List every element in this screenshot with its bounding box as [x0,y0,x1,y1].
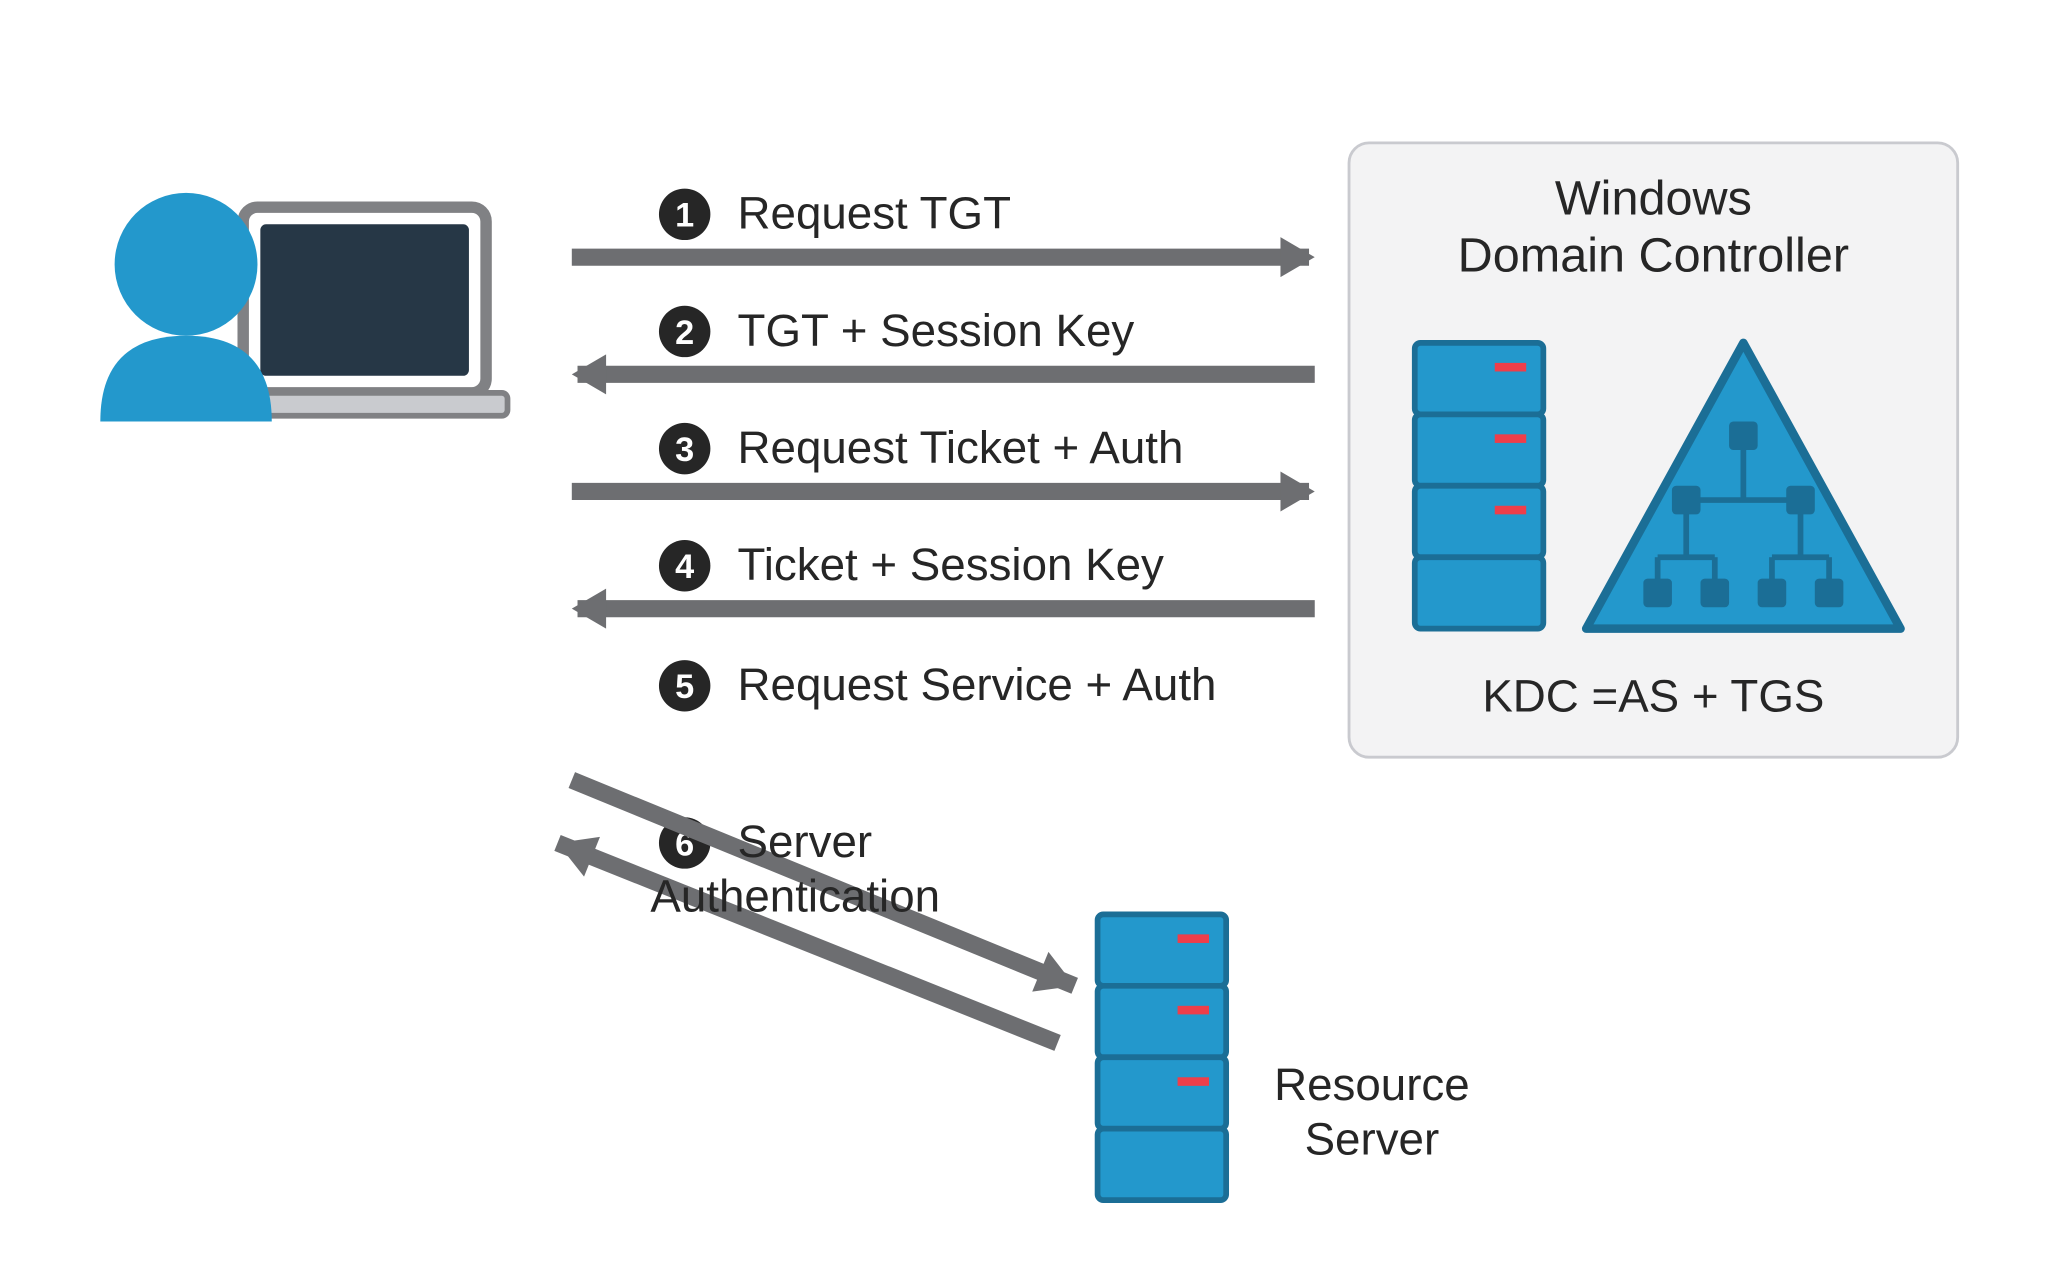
kdc-server-icon [1415,343,1544,629]
dc-title-line1: Windows [1555,171,1752,225]
step-label-4: Ticket + Session Key [738,539,1164,590]
dc-title-line2: Domain Controller [1458,228,1849,282]
step-label-1: Request TGT [738,188,1011,239]
step-badge-num-4: 4 [675,548,694,586]
resource-server-label-1: Resource [1274,1059,1470,1110]
step-label-3: Request Ticket + Auth [738,422,1184,473]
step-label-5: Request Service + Auth [738,659,1217,710]
domain-controller-box: Windows Domain Controller [1349,143,1958,757]
step-badge-num-3: 3 [675,431,694,469]
diagram-canvas: Windows Domain Controller [0,0,2048,1263]
kdc-footer: KDC =AS + TGS [1482,671,1824,722]
step-label-6-1: Server [738,816,873,867]
step-badge-num-1: 1 [675,197,694,235]
resource-server-label-2: Server [1305,1113,1440,1164]
client-user-icon [100,193,507,422]
step-label-6-2: Authentication [650,871,940,922]
resource-server-icon [1098,914,1227,1200]
step-badge-num-5: 5 [675,668,694,706]
step-badge-num-2: 2 [675,314,694,352]
step-label-2: TGT + Session Key [738,305,1135,356]
